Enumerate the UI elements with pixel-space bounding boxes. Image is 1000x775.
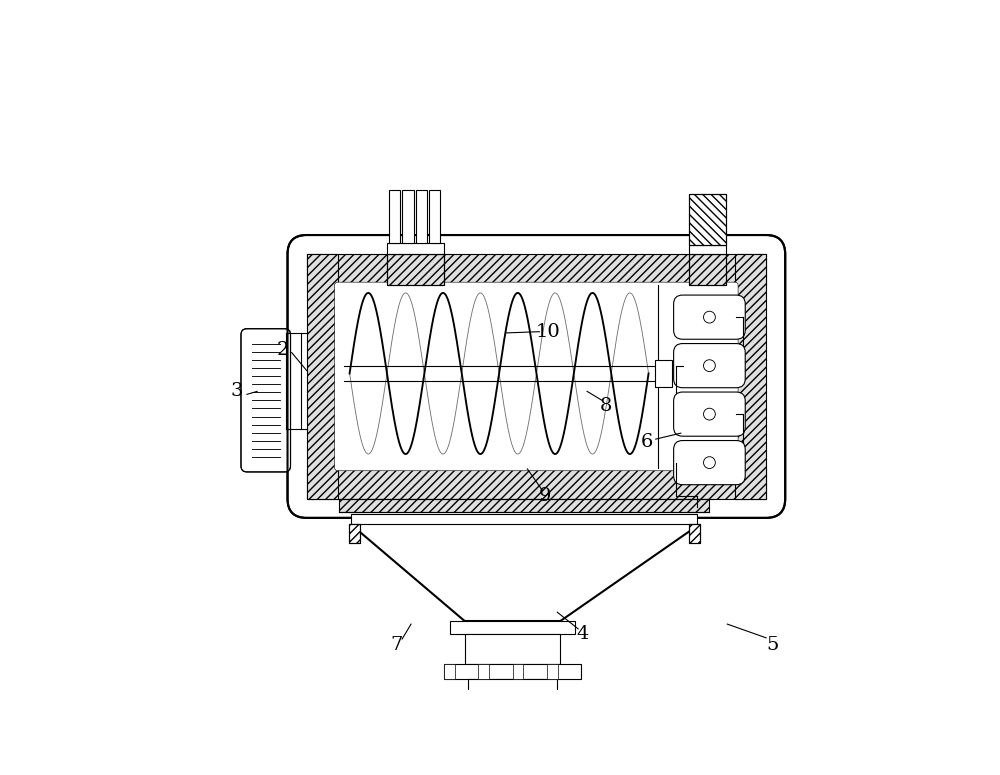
FancyBboxPatch shape xyxy=(674,392,745,436)
Bar xyxy=(339,499,709,512)
Bar xyxy=(389,190,400,243)
Bar xyxy=(387,243,444,254)
Bar xyxy=(416,190,427,243)
Bar xyxy=(349,524,360,543)
FancyBboxPatch shape xyxy=(241,329,291,472)
Bar xyxy=(512,664,523,679)
Text: 8: 8 xyxy=(600,398,612,415)
Bar xyxy=(689,524,700,543)
Bar xyxy=(465,634,560,664)
Bar xyxy=(387,254,444,285)
Text: 7: 7 xyxy=(390,636,402,654)
Bar xyxy=(444,664,581,679)
Circle shape xyxy=(704,312,715,323)
Bar xyxy=(349,524,360,543)
Bar xyxy=(689,195,726,245)
Bar xyxy=(689,254,726,285)
Bar xyxy=(689,195,726,245)
FancyBboxPatch shape xyxy=(288,235,785,518)
Text: 6: 6 xyxy=(641,433,653,451)
Text: 2: 2 xyxy=(277,340,289,359)
Circle shape xyxy=(704,456,715,469)
Circle shape xyxy=(704,408,715,420)
Bar xyxy=(444,664,455,679)
FancyBboxPatch shape xyxy=(335,282,738,470)
Bar xyxy=(402,190,414,243)
FancyBboxPatch shape xyxy=(674,343,745,388)
Bar xyxy=(735,254,766,499)
Circle shape xyxy=(704,360,715,371)
Bar xyxy=(468,679,557,692)
Bar xyxy=(307,254,766,285)
Text: 9: 9 xyxy=(539,487,552,505)
Text: 5: 5 xyxy=(766,636,778,654)
Text: 3: 3 xyxy=(231,382,243,401)
Bar xyxy=(547,664,558,679)
Bar xyxy=(387,254,444,285)
FancyBboxPatch shape xyxy=(674,440,745,484)
Bar xyxy=(689,245,726,254)
Bar xyxy=(689,254,726,285)
Bar xyxy=(689,524,700,543)
Text: 4: 4 xyxy=(577,625,589,643)
Bar xyxy=(307,254,338,499)
Bar xyxy=(429,190,440,243)
Bar xyxy=(351,515,697,524)
Bar xyxy=(478,664,489,679)
Bar xyxy=(450,621,575,634)
Bar xyxy=(307,468,766,499)
Text: 10: 10 xyxy=(536,322,561,341)
FancyBboxPatch shape xyxy=(674,295,745,339)
Bar xyxy=(655,360,672,387)
